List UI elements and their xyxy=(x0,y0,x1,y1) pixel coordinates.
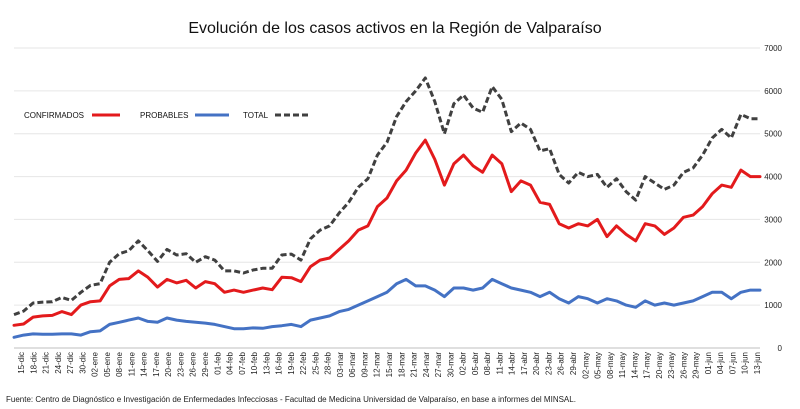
x-tick-label: 07-jun xyxy=(729,352,738,374)
x-tick-label: 26-abr xyxy=(557,352,566,375)
x-tick-label: 20-may xyxy=(655,352,664,379)
x-tick-label: 03-mar xyxy=(336,352,345,378)
series-line-confirmados xyxy=(12,138,762,327)
chart-title: Evolución de los casos activos en la Reg… xyxy=(188,20,601,37)
x-tick-label: 20-abr xyxy=(532,352,541,375)
x-tick-label: 02-abr xyxy=(459,352,468,375)
x-tick-label: 18-dic xyxy=(29,352,38,374)
x-tick-label: 30-dic xyxy=(78,352,87,374)
x-tick-label: 14-may xyxy=(630,352,639,379)
x-tick-label: 24-dic xyxy=(54,352,63,374)
x-axis: 15-dic 18-dic 21-dic 24-dic 27-dic 30-dic 02-e… xyxy=(17,351,762,378)
x-tick-label: 15-mar xyxy=(385,352,394,378)
y-tick-label: 3000 xyxy=(764,215,782,224)
x-tick-label: 17-may xyxy=(643,352,652,379)
x-tick-label: 12-mar xyxy=(373,352,382,378)
x-tick-label: 01-jun xyxy=(704,352,713,374)
x-tick-label: 21-mar xyxy=(410,352,419,378)
series-layer xyxy=(12,76,762,339)
y-tick-label: 1000 xyxy=(764,301,782,310)
x-tick-label: 04-feb xyxy=(226,351,235,374)
x-tick-label: 27-mar xyxy=(434,352,443,378)
x-tick-label: 24-mar xyxy=(422,352,431,378)
x-tick-label: 08-abr xyxy=(483,352,492,375)
x-tick-label: 02-may xyxy=(581,352,590,379)
gridlines xyxy=(14,47,760,349)
x-tick-label: 10-feb xyxy=(250,351,259,374)
x-tick-label: 29-ene xyxy=(201,351,210,376)
legend-label-total: TOTAL xyxy=(243,111,269,120)
x-tick-label: 11-ene xyxy=(127,351,136,376)
x-tick-label: 02-ene xyxy=(91,351,100,376)
x-tick-label: 01-feb xyxy=(213,351,222,374)
x-tick-label: 08-may xyxy=(606,352,615,379)
series-line-probables xyxy=(12,277,762,339)
x-tick-label: 04-jun xyxy=(716,352,725,374)
y-axis: 7000 6000 5000 4000 3000 2000 1000 0 xyxy=(764,44,782,353)
x-tick-label: 10-jun xyxy=(741,352,750,374)
x-tick-label: 21-dic xyxy=(42,352,51,374)
legend-label-probables: PROBABLES xyxy=(140,111,188,120)
x-tick-label: 20-ene xyxy=(164,351,173,376)
x-tick-label: 19-feb xyxy=(287,351,296,374)
y-tick-label: 4000 xyxy=(764,173,782,182)
x-tick-label: 11-abr xyxy=(495,352,504,375)
x-tick-label: 29-abr xyxy=(569,352,578,375)
y-tick-label: 6000 xyxy=(764,87,782,96)
x-tick-label: 08-ene xyxy=(115,351,124,376)
legend-label-confirmados: CONFIRMADOS xyxy=(24,111,84,120)
x-tick-label: 14-abr xyxy=(508,352,517,375)
x-tick-label: 27-dic xyxy=(66,352,75,374)
legend: CONFIRMADOS PROBABLES TOTAL xyxy=(24,111,310,120)
x-tick-label: 14-ene xyxy=(140,351,149,376)
x-tick-label: 30-mar xyxy=(446,352,455,378)
x-tick-label: 23-ene xyxy=(177,351,186,376)
x-tick-label: 26-may xyxy=(679,352,688,379)
source-note: Fuente: Centro de Diagnóstico e Investig… xyxy=(6,395,576,404)
x-tick-label: 11-may xyxy=(618,352,627,378)
x-tick-label: 23-abr xyxy=(545,352,554,375)
x-tick-label: 26-ene xyxy=(189,351,198,376)
x-tick-label: 23-may xyxy=(667,352,676,379)
y-tick-label: 7000 xyxy=(764,44,782,53)
x-tick-label: 15-dic xyxy=(17,352,26,374)
x-tick-label: 16-feb xyxy=(275,351,284,374)
x-tick-label: 29-may xyxy=(692,352,701,379)
y-tick-label: 2000 xyxy=(764,258,782,267)
x-tick-label: 05-abr xyxy=(471,352,480,375)
x-tick-label: 17-abr xyxy=(520,352,529,375)
x-tick-label: 17-ene xyxy=(152,351,161,376)
y-tick-label: 0 xyxy=(778,344,783,353)
x-tick-label: 22-feb xyxy=(299,351,308,374)
x-tick-label: 05-may xyxy=(594,352,603,379)
x-tick-label: 18-mar xyxy=(397,352,406,378)
y-tick-label: 5000 xyxy=(764,130,782,139)
x-tick-label: 09-mar xyxy=(361,352,370,378)
x-tick-label: 13-jun xyxy=(753,352,762,374)
series-line-total xyxy=(13,76,760,317)
x-tick-label: 28-feb xyxy=(324,351,333,374)
x-tick-label: 13-feb xyxy=(262,351,271,374)
x-tick-label: 05-ene xyxy=(103,351,112,376)
x-tick-label: 07-feb xyxy=(238,351,247,374)
x-tick-label: 25-feb xyxy=(311,351,320,374)
x-tick-label: 06-mar xyxy=(348,352,357,378)
